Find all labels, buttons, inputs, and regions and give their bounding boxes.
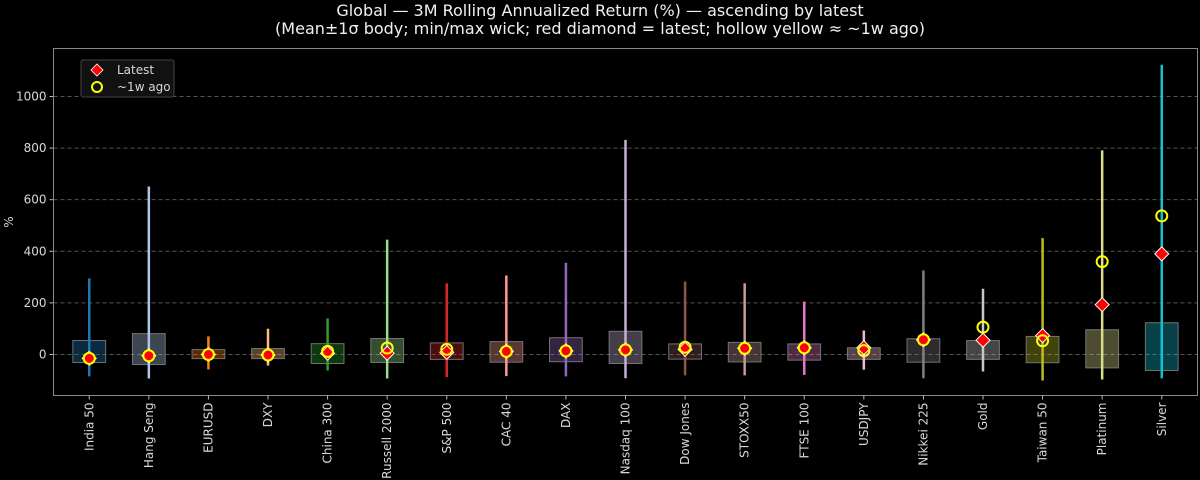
x-tick-label: Dow Jones bbox=[678, 403, 692, 465]
latest-marker-Gold bbox=[975, 332, 991, 348]
x-tick-label: Hang Seng bbox=[142, 403, 156, 469]
week-ago-marker-Nasdaq 100 bbox=[619, 343, 632, 357]
x-tick-label: India 50 bbox=[82, 403, 96, 452]
marks bbox=[72, 64, 1179, 381]
x-tick-label: Russell 2000 bbox=[380, 403, 394, 479]
grid: 0 200 400 600 800 1000 bbox=[16, 89, 1198, 361]
y-tick-label: 800 bbox=[24, 141, 47, 155]
x-tick-label: Nikkei 225 bbox=[916, 403, 930, 466]
week-ago-marker-Nikkei 225 bbox=[916, 333, 930, 347]
y-tick-label: 1000 bbox=[16, 89, 47, 103]
latest-marker-USDJPY bbox=[856, 340, 872, 356]
week-ago-marker-DXY bbox=[261, 348, 275, 362]
chart-title-line2: (Mean±1σ body; min/max wick; red diamond… bbox=[275, 19, 925, 38]
week-ago-marker-Hang Seng bbox=[142, 349, 156, 363]
legend-week-ago: ~1w ago bbox=[117, 80, 171, 94]
x-tick-label: STOXX50 bbox=[738, 403, 752, 458]
latest-marker-Silver bbox=[1154, 246, 1170, 262]
x-tick-label: DAX bbox=[559, 403, 573, 428]
x-tick-label: S&P 500 bbox=[440, 403, 454, 454]
x-tick-label: FTSE 100 bbox=[797, 403, 811, 459]
week-ago-marker-CAC 40 bbox=[499, 344, 513, 358]
week-ago-marker-Platinum bbox=[1095, 255, 1109, 269]
x-tick-label: Silver bbox=[1155, 402, 1169, 436]
x-tick-labels: India 50 Hang Seng EURUSD DXY China 300 Russe… bbox=[82, 395, 1169, 479]
week-ago-marker-Silver bbox=[1155, 209, 1169, 223]
week-ago-marker-India 50 bbox=[82, 351, 96, 365]
legend-latest: Latest bbox=[117, 63, 154, 77]
x-tick-label: Nasdaq 100 bbox=[619, 403, 633, 475]
week-ago-marker-S&P 500 bbox=[440, 342, 454, 356]
week-ago-marker-DAX bbox=[559, 344, 573, 358]
y-tick-label: 400 bbox=[24, 244, 47, 258]
x-tick-label: DXY bbox=[261, 402, 275, 427]
latest-marker-Platinum bbox=[1094, 296, 1110, 313]
x-tick-label: Gold bbox=[976, 403, 990, 431]
y-tick-label: 0 bbox=[39, 347, 47, 361]
legend: Latest ~1w ago bbox=[80, 59, 175, 98]
chart-title-line1: Global — 3M Rolling Annualized Return (%… bbox=[336, 1, 863, 20]
y-axis-label: % bbox=[2, 216, 16, 227]
week-ago-marker-Russell 2000 bbox=[380, 341, 394, 355]
week-ago-marker-USDJPY bbox=[857, 344, 871, 358]
x-tick-label: Platinum bbox=[1095, 403, 1109, 456]
legend-diamond-icon bbox=[90, 63, 104, 77]
week-ago-marker-EURUSD bbox=[201, 347, 215, 361]
week-ago-marker-STOXX50 bbox=[738, 341, 752, 355]
y-tick-label: 600 bbox=[24, 193, 47, 207]
week-ago-marker-Gold bbox=[976, 320, 990, 334]
week-ago-marker-Taiwan 50 bbox=[1036, 334, 1050, 348]
week-ago-marker-China 300 bbox=[321, 344, 335, 358]
x-tick-label: China 300 bbox=[321, 403, 335, 464]
x-tick-label: Taiwan 50 bbox=[1036, 403, 1050, 464]
y-tick-label: 200 bbox=[24, 296, 47, 310]
legend-circle-icon bbox=[91, 81, 103, 93]
week-ago-marker-FTSE 100 bbox=[797, 341, 811, 355]
x-tick-label: USDJPY bbox=[857, 402, 871, 446]
x-tick-label: CAC 40 bbox=[499, 403, 513, 447]
week-ago-marker-Dow Jones bbox=[678, 340, 692, 354]
x-tick-label: EURUSD bbox=[201, 403, 215, 453]
